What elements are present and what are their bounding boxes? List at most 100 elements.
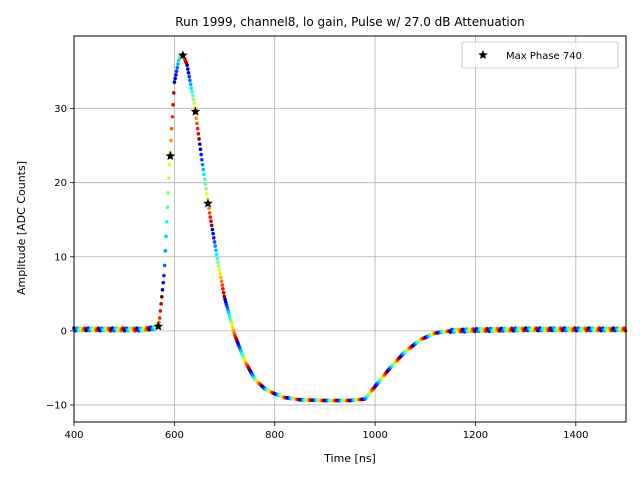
waveform-point <box>209 219 213 224</box>
grid <box>73 36 626 422</box>
waveform-point <box>171 91 176 95</box>
waveform-point <box>171 103 175 107</box>
waveform-point <box>159 302 163 306</box>
waveform-point <box>167 162 172 167</box>
waveform-point <box>216 260 220 265</box>
waveform-point <box>210 227 215 232</box>
chart-title: Run 1999, channel8, lo gain, Pulse w/ 27… <box>175 15 524 29</box>
waveform-point <box>170 114 175 119</box>
waveform-point <box>174 69 179 74</box>
waveform-point <box>200 162 205 167</box>
max-phase-star <box>190 106 201 116</box>
waveform-point <box>219 275 223 280</box>
waveform-point <box>196 132 201 136</box>
waveform-point <box>188 78 192 83</box>
waveform-point <box>204 187 208 191</box>
x-tick-label: 1400 <box>563 430 588 441</box>
x-tick-label: 1200 <box>463 430 488 441</box>
waveform-point <box>166 190 170 195</box>
max-phase-star <box>178 50 188 60</box>
waveform-point <box>207 206 211 210</box>
x-tick-label: 1000 <box>362 430 387 441</box>
waveform-point <box>175 65 180 70</box>
waveform-point <box>161 280 166 285</box>
legend-box <box>461 41 619 69</box>
waveform-point <box>208 215 213 219</box>
waveform-point <box>199 152 203 157</box>
max-phase-star <box>203 198 213 208</box>
legend-star-shape <box>478 50 488 60</box>
waveform-point <box>157 316 162 320</box>
waveform-point <box>218 271 222 276</box>
plot-frame <box>73 35 627 423</box>
waveform-point <box>207 211 212 215</box>
x-tick-label: 600 <box>165 430 184 441</box>
waveform-point <box>215 256 220 261</box>
waveform-point <box>164 220 169 224</box>
y-tick-label: −10 <box>46 400 67 411</box>
waveform-point <box>187 74 192 79</box>
waveform-point <box>173 76 177 81</box>
waveform-point <box>176 62 180 66</box>
waveform-point <box>169 138 173 143</box>
waveform-point <box>202 172 206 177</box>
waveform-point <box>190 93 195 98</box>
waveform-point <box>209 223 214 228</box>
max-phase-star <box>165 151 176 161</box>
waveform-point <box>197 142 202 146</box>
waveform-point <box>192 101 196 106</box>
waveform-point <box>195 121 199 126</box>
y-tick-label: 0 <box>61 326 67 337</box>
waveform-point <box>186 71 191 75</box>
waveform-point <box>197 137 201 141</box>
waveform-point <box>212 240 217 244</box>
waveform-point <box>186 67 190 71</box>
legend-star-icon <box>478 50 488 60</box>
waveform-point <box>213 244 218 248</box>
waveform-point <box>191 97 196 102</box>
waveform-point <box>204 191 209 196</box>
x-axis-label: Time [ns] <box>323 452 376 465</box>
waveform-point <box>221 290 226 295</box>
waveform-point <box>162 263 167 268</box>
waveform-point <box>158 309 163 313</box>
waveform-point <box>200 157 204 162</box>
waveform-point <box>214 248 218 253</box>
waveform-point <box>169 126 174 131</box>
max-phase-points <box>153 50 213 331</box>
waveform-point <box>211 231 215 236</box>
waveform-point <box>165 205 170 210</box>
y-tick-label: 20 <box>54 178 67 189</box>
waveform-point <box>172 80 177 84</box>
waveform-point <box>214 252 219 257</box>
waveform-point <box>219 279 224 284</box>
waveform-point <box>198 147 203 152</box>
waveform-point <box>174 73 178 77</box>
legend: Max Phase 740 <box>461 41 619 69</box>
waveform-point <box>221 287 225 291</box>
waveform-point <box>212 236 216 240</box>
waveform-point <box>195 126 200 131</box>
waveform-point <box>160 287 165 292</box>
waveform-point <box>167 176 171 181</box>
waveform-point <box>194 116 199 121</box>
waveform-points <box>72 53 628 403</box>
axis-ticks: 400 600 800 1000 1200 1400 −10 0 10 20 30 <box>46 104 589 441</box>
waveform-point <box>202 177 207 181</box>
legend-entry-max-phase: Max Phase 740 <box>506 51 582 62</box>
waveform-point <box>217 268 222 272</box>
y-tick-label: 30 <box>54 104 67 115</box>
waveform-point <box>216 264 221 268</box>
waveform-point <box>185 63 189 68</box>
waveform-point <box>163 249 168 253</box>
waveform-point <box>162 273 166 278</box>
y-axis-label: Amplitude [ADC Counts] <box>15 161 28 295</box>
waveform-point <box>205 196 210 201</box>
waveform-point <box>160 294 164 299</box>
waveform-point <box>201 167 206 172</box>
waveform-point <box>164 234 168 239</box>
waveform-point <box>189 86 194 90</box>
waveform-point <box>190 90 194 94</box>
